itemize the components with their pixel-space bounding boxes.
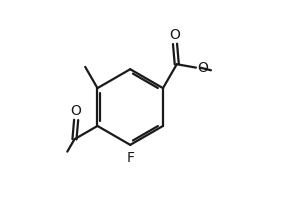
Text: O: O <box>71 104 82 118</box>
Text: O: O <box>170 28 180 42</box>
Text: F: F <box>126 151 134 165</box>
Text: O: O <box>198 61 208 75</box>
